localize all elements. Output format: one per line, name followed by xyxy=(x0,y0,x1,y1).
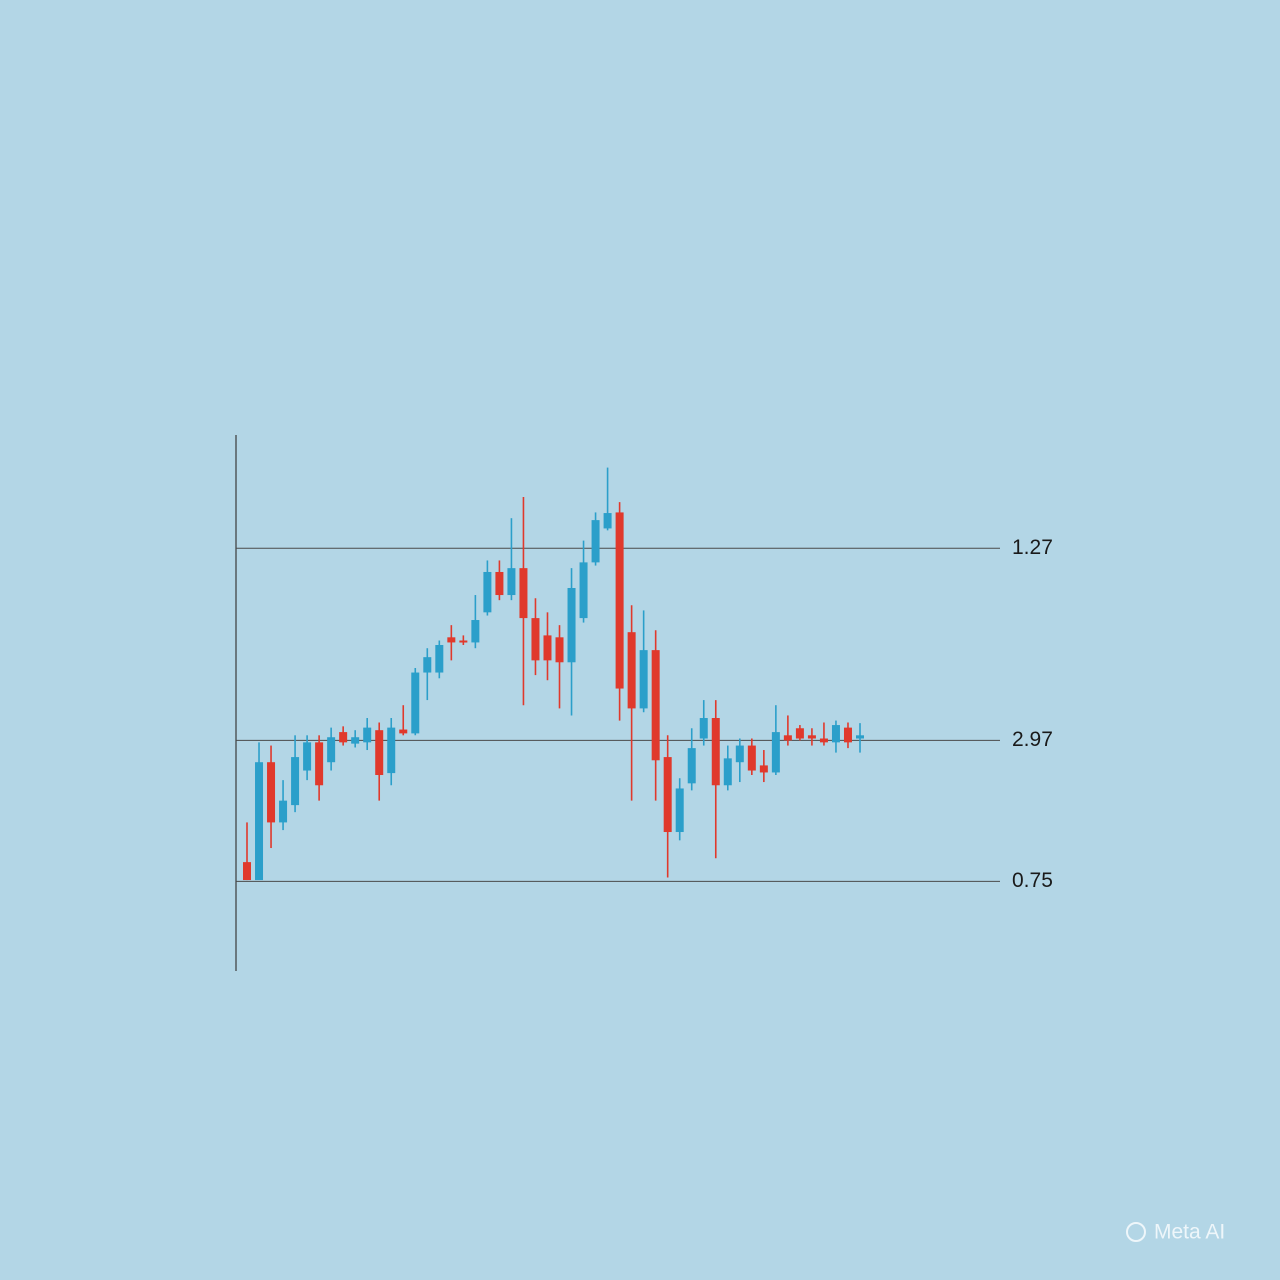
candle-body xyxy=(747,745,756,771)
candle-body xyxy=(327,737,336,763)
candle-body xyxy=(459,640,468,643)
candle-body xyxy=(507,568,516,596)
candle-body xyxy=(399,729,408,734)
candle-body xyxy=(675,788,684,833)
candle-body xyxy=(387,727,396,774)
candle-body xyxy=(759,765,768,773)
candle-body xyxy=(687,748,696,784)
candle-body xyxy=(579,562,588,619)
candle-body xyxy=(411,672,420,734)
y-tick-label: 2.97 xyxy=(1012,728,1053,751)
y-tick-label: 1.27 xyxy=(1012,536,1053,559)
candle-body xyxy=(423,657,432,673)
candle-body xyxy=(591,520,600,563)
candle-body xyxy=(819,738,828,743)
candle-body xyxy=(267,762,276,823)
candle-body xyxy=(807,735,816,739)
y-tick-label: 0.75 xyxy=(1012,869,1053,892)
candle-body xyxy=(495,571,504,596)
candle-body xyxy=(615,512,624,689)
candle-body xyxy=(711,718,720,786)
candle-body xyxy=(831,725,840,743)
candle-body xyxy=(627,632,636,709)
candle-body xyxy=(735,745,744,763)
candle-body xyxy=(699,718,708,739)
candle-body xyxy=(519,568,528,619)
candle-body xyxy=(555,637,564,663)
candle-body xyxy=(303,742,312,771)
candle-body xyxy=(483,571,492,613)
candle-body xyxy=(279,800,288,823)
candle-body xyxy=(339,732,348,743)
candle-body xyxy=(663,757,672,833)
candle-body xyxy=(255,762,264,881)
plot-area: 1.27 2.97 0.75 xyxy=(236,467,1053,892)
candle-body xyxy=(783,735,792,741)
candle-body xyxy=(447,637,456,643)
candle-body xyxy=(471,620,480,643)
candle-body xyxy=(603,513,612,529)
candle-body xyxy=(723,758,732,786)
candle-body xyxy=(363,727,372,743)
candle-body xyxy=(435,644,444,673)
candle-body xyxy=(771,732,780,773)
candle-body xyxy=(243,862,251,881)
candle-body xyxy=(315,742,324,786)
candle-body xyxy=(795,728,804,739)
watermark-icon xyxy=(1126,1222,1146,1242)
candle-body xyxy=(291,757,300,806)
candle-body xyxy=(375,730,384,776)
candle-body xyxy=(531,618,540,661)
candle-body xyxy=(843,727,852,743)
candle-body xyxy=(543,635,552,661)
candle-body xyxy=(351,737,360,744)
watermark: Meta AI xyxy=(1154,1221,1225,1244)
candle-body xyxy=(856,735,864,739)
candle-body xyxy=(639,650,648,709)
candle-body xyxy=(567,587,576,663)
candle-body xyxy=(651,650,660,761)
